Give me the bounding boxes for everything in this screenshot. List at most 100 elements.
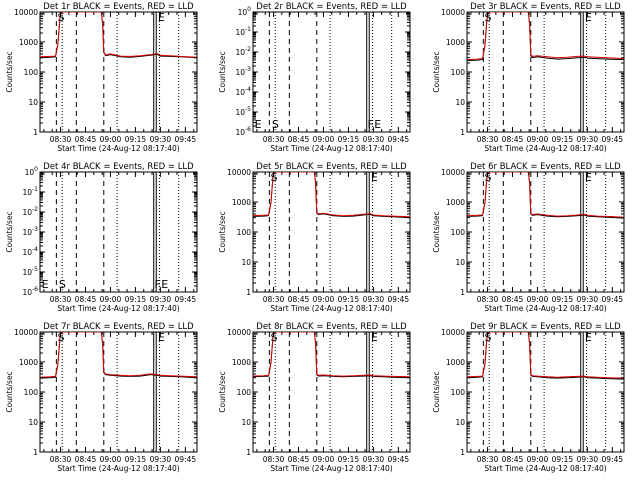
- y-axis-label: Counts/sec: [218, 371, 227, 412]
- plot-frame: [39, 171, 198, 293]
- y-tick-base: 10: [235, 48, 245, 57]
- y-tick-label: 1: [460, 288, 465, 297]
- x-tick-label: 09:15: [552, 455, 574, 464]
- x-tick-label: 08:45: [288, 295, 310, 304]
- x-tick-label: 09:45: [175, 295, 197, 304]
- chart-title: Det 6r BLACK = Events, RED = LLD: [470, 162, 621, 172]
- y-axis-label: Counts/sec: [5, 51, 14, 92]
- series-line-lld: [467, 12, 624, 61]
- y-tick-label: 1000: [446, 198, 465, 207]
- x-tick-label: 09:30: [577, 295, 599, 304]
- y-tick-label: 100: [25, 166, 39, 177]
- y-tick-label: 10000: [441, 328, 465, 337]
- x-tick-label: 09:30: [577, 135, 599, 144]
- y-tick-label: 10-5: [22, 266, 38, 277]
- x-tick-label: 09:45: [602, 135, 624, 144]
- y-tick-exponent: -6: [245, 126, 251, 133]
- x-tick-label: 09:15: [338, 455, 360, 464]
- y-tick-exponent: -5: [245, 106, 251, 113]
- y-tick-base: 10: [238, 8, 248, 17]
- x-axis-label: Start Time (24-Aug-12 08:17:40): [57, 304, 179, 313]
- y-tick-label: 1: [33, 448, 38, 457]
- x-tick-label: 09:30: [363, 455, 385, 464]
- chart-title: Det 4r BLACK = Events, RED = LLD: [43, 162, 194, 172]
- y-tick-label: 10000: [14, 328, 38, 337]
- x-tick-label: 09:00: [100, 455, 122, 464]
- y-tick-exponent: -4: [32, 246, 38, 253]
- event-annotation: E: [371, 331, 378, 344]
- y-tick-label: 10-1: [235, 26, 251, 37]
- y-tick-exponent: 0: [34, 166, 38, 173]
- event-annotation: E: [158, 11, 165, 24]
- x-tick-label: 09:00: [527, 455, 549, 464]
- x-tick-label: 09:45: [388, 295, 410, 304]
- x-tick-label: 08:45: [502, 295, 524, 304]
- y-tick-label: 100: [451, 68, 466, 77]
- y-tick-label: 1000: [232, 198, 251, 207]
- chart-title: Det 1r BLACK = Events, RED = LLD: [43, 2, 194, 12]
- series-line-lld: [253, 332, 410, 378]
- x-tick-label: 09:45: [175, 135, 197, 144]
- y-tick-label: 1000: [19, 358, 38, 367]
- y-tick-label: 10-3: [235, 66, 251, 77]
- x-tick-label: 09:45: [388, 455, 410, 464]
- y-tick-base: 10: [235, 68, 245, 77]
- x-tick-label: 09:15: [338, 295, 360, 304]
- y-tick-exponent: -2: [32, 206, 38, 213]
- plot-frame: [466, 171, 625, 293]
- x-tick-label: 09:30: [150, 455, 172, 464]
- event-annotation: S: [271, 171, 278, 184]
- event-annotation: S: [58, 11, 65, 24]
- y-tick-label: 10-2: [235, 46, 251, 57]
- x-tick-label: 08:45: [502, 455, 524, 464]
- plot-frame: [466, 11, 625, 133]
- y-tick-label: 10000: [227, 328, 251, 337]
- x-tick-label: 08:30: [50, 455, 72, 464]
- event-annotation: S: [59, 278, 66, 291]
- chart-title: Det 3r BLACK = Events, RED = LLD: [470, 2, 621, 12]
- y-tick-label: 1: [460, 448, 465, 457]
- x-axis-label: Start Time (24-Aug-12 08:17:40): [484, 144, 606, 153]
- event-annotation: S: [58, 331, 65, 344]
- series-line-lld: [253, 172, 410, 218]
- y-tick-base: 10: [22, 208, 32, 217]
- y-tick-base: 10: [22, 268, 32, 277]
- y-tick-base: 10: [235, 108, 245, 117]
- x-tick-label: 09:45: [602, 295, 624, 304]
- chart-title: Det 8r BLACK = Events, RED = LLD: [256, 322, 407, 332]
- y-tick-label: 10: [28, 418, 38, 427]
- y-tick-label: 100: [24, 68, 39, 77]
- y-tick-label: 10: [241, 258, 251, 267]
- y-tick-label: 10000: [227, 168, 251, 177]
- y-tick-exponent: 0: [247, 6, 251, 13]
- y-tick-label: 10: [241, 418, 251, 427]
- x-tick-label: 08:45: [75, 295, 97, 304]
- x-tick-label: 09:00: [313, 455, 335, 464]
- event-annotation: E: [585, 331, 592, 344]
- x-tick-label: 09:15: [125, 135, 147, 144]
- x-tick-label: 09:00: [100, 135, 122, 144]
- x-tick-label: 08:30: [263, 135, 285, 144]
- y-tick-label: 100: [238, 6, 252, 17]
- x-tick-label: 09:45: [175, 455, 197, 464]
- y-tick-base: 10: [235, 128, 245, 137]
- y-tick-exponent: -4: [245, 86, 251, 93]
- y-tick-label: 10: [455, 98, 465, 107]
- y-tick-label: 10-4: [235, 86, 251, 97]
- y-tick-base: 10: [235, 88, 245, 97]
- x-tick-label: 08:30: [50, 135, 72, 144]
- event-annotation: S: [485, 331, 492, 344]
- y-tick-base: 10: [25, 168, 35, 177]
- y-tick-label: 10-6: [235, 126, 251, 137]
- event-annotation: E: [374, 118, 381, 131]
- plot-frame: [252, 11, 411, 133]
